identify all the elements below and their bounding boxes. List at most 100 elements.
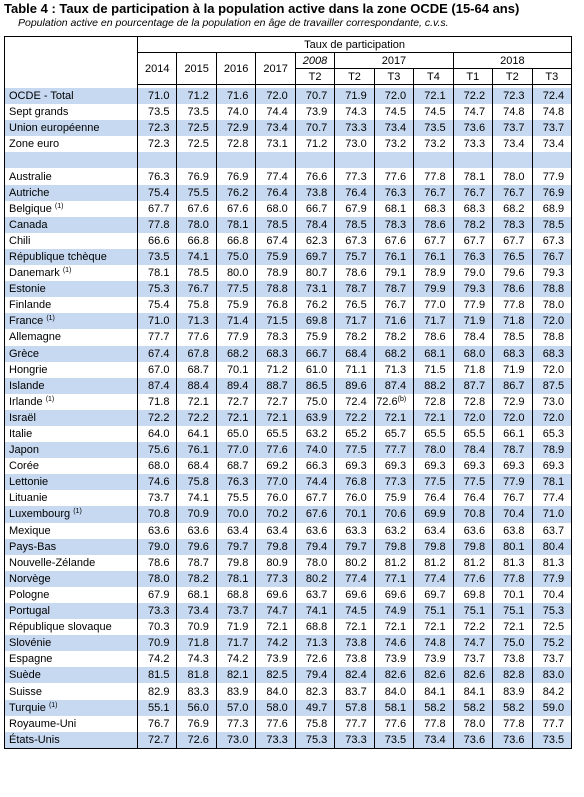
country-name: Luxembourg	[9, 508, 71, 521]
value-cell: 73.5	[531, 731, 573, 749]
value-cell: 63.6	[452, 522, 494, 539]
value-cell: 66.6	[136, 232, 178, 249]
value-cell: 63.8	[492, 522, 533, 539]
row-name: Norvège	[4, 570, 138, 587]
value-cell: 77.5	[452, 474, 494, 491]
value-cell: 67.7	[452, 232, 494, 249]
value-cell: 67.6	[294, 506, 336, 523]
value-cell: 58.0	[255, 699, 296, 716]
value-cell: 79.9	[413, 281, 454, 298]
value-cell: 81.3	[531, 554, 573, 571]
data-row: Japon 75.6 76.1 77.0 77.6 74.0 77.5 77.7 78.0 78.…	[4, 442, 573, 459]
data-row: République slovaque 70.3 70.9 71.9 72.1 68.8 7…	[4, 619, 573, 636]
value-cell: 72.1	[492, 619, 533, 636]
row-name: OCDE - Total	[4, 88, 138, 105]
value-cell: 75.9	[294, 329, 336, 346]
value-cell: 78.1	[215, 216, 257, 233]
row-name: Israël	[4, 409, 138, 426]
row-name: Japon	[4, 442, 138, 459]
value-cell: 71.2	[255, 361, 296, 378]
value-cell: 78.9	[413, 265, 454, 282]
value-cell: 63.6	[136, 522, 178, 539]
value-cell: 74.0	[215, 104, 257, 121]
value-cell: 77.9	[492, 474, 533, 491]
value-cell: 72.3	[136, 136, 178, 153]
value-cell: 76.7	[136, 715, 178, 732]
value-cell: 78.8	[531, 329, 573, 346]
value-cell: 74.6	[136, 474, 178, 491]
value-cell: 73.3	[334, 120, 375, 137]
value-cell: 76.0	[255, 490, 296, 507]
value-cell: 73.4	[373, 120, 415, 137]
value-cell: 77.3	[373, 474, 415, 491]
value-cell: 73.7	[215, 603, 257, 620]
spacer-cell	[255, 84, 296, 88]
value-cell: 76.3	[136, 168, 178, 185]
blank-cell	[176, 152, 217, 169]
value-cell: 72.1	[215, 409, 257, 426]
value-cell: 68.3	[492, 345, 533, 362]
value-cell: 77.0	[255, 474, 296, 491]
value-cell: 77.3	[334, 168, 375, 185]
row-name: Turquie (1)	[4, 699, 138, 716]
row-name: Slovénie	[4, 635, 138, 652]
value-cell: 77.4	[255, 168, 296, 185]
value-cell: 73.8	[492, 651, 533, 668]
value-cell: 77.8	[413, 715, 454, 732]
value-cell: 77.9	[531, 168, 573, 185]
row-name: Corée	[4, 458, 138, 475]
data-row: Islande 87.4 88.4 89.4 88.7 86.5 89.6 87.4 88.2 8…	[4, 377, 573, 394]
value-cell: 81.8	[176, 667, 217, 684]
value-cell: 74.6	[373, 635, 415, 652]
value-cell: 77.8	[136, 216, 178, 233]
value-cell: 63.4	[413, 522, 454, 539]
value-cell: 84.2	[531, 683, 573, 700]
value-cell: 77.6	[176, 329, 217, 346]
value-cell: 88.7	[255, 377, 296, 394]
spacer-cell	[294, 84, 336, 88]
empty-header	[4, 36, 138, 85]
header-row: Taux de participation	[4, 36, 573, 85]
value-cell: 75.3	[531, 603, 573, 620]
value-cell: 73.0	[215, 731, 257, 749]
value-cell: 77.9	[215, 329, 257, 346]
footnote-ref: (1)	[62, 267, 72, 275]
row-name: Espagne	[4, 651, 138, 668]
country-name: Irlande	[9, 395, 43, 408]
row-name: France (1)	[4, 313, 138, 330]
value-cell: 72.3	[136, 120, 178, 137]
data-row: Canada 77.8 78.0 78.1 78.5 78.4 78.5 78.3 78.6 78…	[4, 216, 573, 233]
value-cell: 72.0	[373, 88, 415, 105]
value-cell: 74.9	[373, 603, 415, 620]
value-cell: 82.6	[373, 667, 415, 684]
value-cell: 71.8	[176, 635, 217, 652]
row-name: Royaume-Uni	[4, 715, 138, 732]
value-cell: 67.7	[294, 490, 336, 507]
row-name: Irlande (1)	[4, 393, 138, 410]
value-cell: 63.4	[215, 522, 257, 539]
value-cell: 76.7	[413, 184, 454, 201]
value-cell: 67.3	[531, 232, 573, 249]
value-cell: 78.5	[176, 265, 217, 282]
value-cell: 68.3	[452, 200, 494, 217]
value-cell: 69.3	[531, 458, 573, 475]
value-cell: 72.2	[452, 88, 494, 105]
value-cell: 78.0	[176, 216, 217, 233]
value-cell: 71.1	[334, 361, 375, 378]
value-cell: 75.1	[492, 603, 533, 620]
blank-cell	[255, 152, 296, 169]
value-cell: 67.7	[136, 200, 178, 217]
value-cell: 73.7	[136, 490, 178, 507]
value-cell: 71.6	[215, 88, 257, 105]
blank-cell	[373, 152, 415, 169]
value-cell: 61.0	[294, 361, 336, 378]
value-cell: 68.2	[373, 345, 415, 362]
value-cell: 79.3	[531, 265, 573, 282]
value-cell: 69.7	[413, 586, 454, 603]
value-cell: 75.0	[215, 248, 257, 266]
value-cell: 58.2	[452, 699, 494, 716]
value-cell: 67.6	[215, 200, 257, 217]
data-row: Grèce 67.4 67.8 68.2 68.3 66.7 68.4 68.2 68.1 68.…	[4, 345, 573, 362]
value-cell: 76.3	[373, 184, 415, 201]
value-cell: 71.9	[492, 361, 533, 378]
